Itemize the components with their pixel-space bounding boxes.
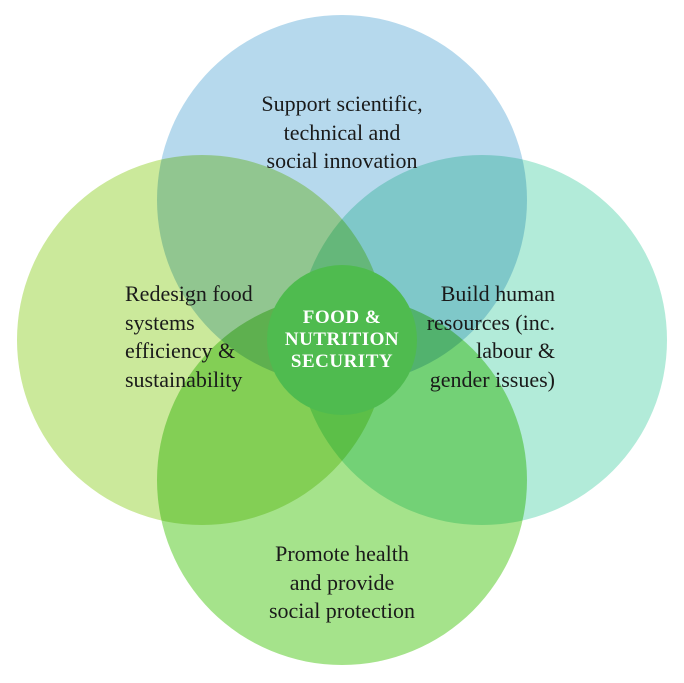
label-top: Support scientific,technical andsocial i…: [212, 90, 472, 176]
label-top-text: Support scientific,technical andsocial i…: [261, 91, 422, 173]
center-circle: FOOD &NUTRITIONSECURITY: [267, 265, 417, 415]
center-label: FOOD &NUTRITIONSECURITY: [285, 307, 399, 373]
label-left-text: Redesign foodsystemsefficiency &sustaina…: [125, 281, 253, 392]
venn-diagram: FOOD &NUTRITIONSECURITY Support scientif…: [0, 0, 684, 683]
label-right-text: Build humanresources (inc.labour &gender…: [427, 281, 555, 392]
label-bottom-text: Promote healthand providesocial protecti…: [269, 541, 415, 623]
label-bottom: Promote healthand providesocial protecti…: [212, 540, 472, 626]
